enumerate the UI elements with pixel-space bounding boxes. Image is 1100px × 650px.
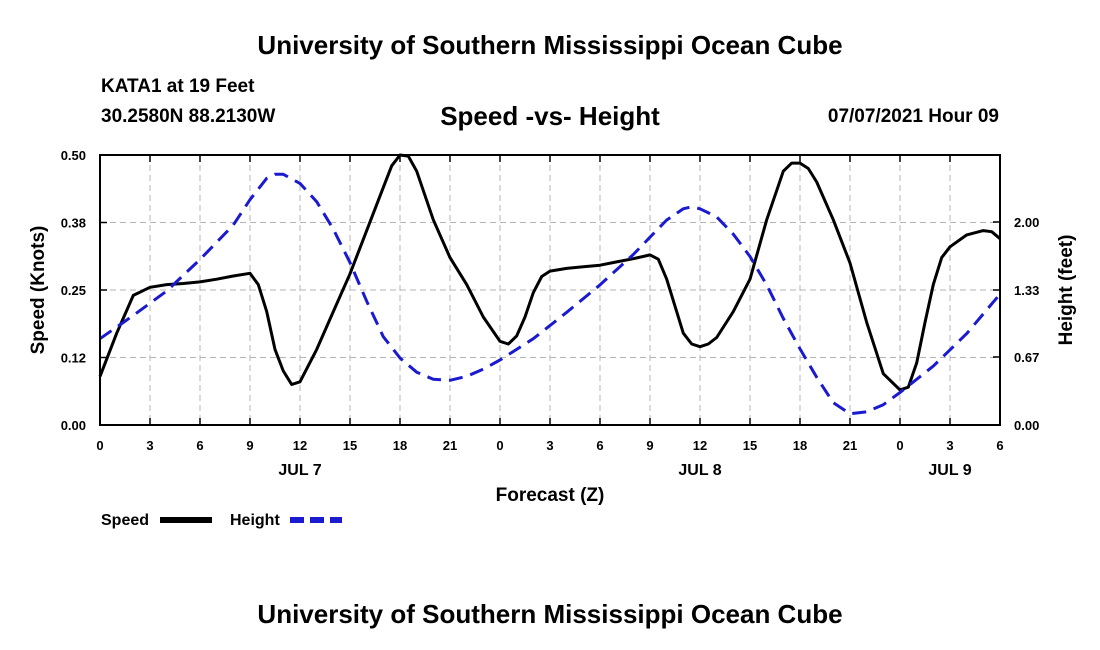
footer-title: University of Southern Mississippi Ocean… — [257, 599, 843, 629]
y-tick-label: 0.50 — [61, 148, 86, 163]
y-axis-title: Speed (Knots) — [28, 226, 49, 355]
x-axis-title: Forecast (Z) — [496, 485, 605, 506]
x-tick-label: 6 — [996, 438, 1003, 453]
chart-subtitle: Speed -vs- Height — [440, 101, 660, 131]
x-tick-label: 21 — [443, 438, 457, 453]
x-tick-label: 3 — [946, 438, 953, 453]
y2-tick-label: 1.33 — [1014, 283, 1039, 298]
axis-ticks — [99, 154, 1001, 426]
speed-series-line — [98, 153, 1001, 392]
x-tick-label: 9 — [646, 438, 653, 453]
x-tick-label: 15 — [343, 438, 357, 453]
y-tick-label: 0.38 — [61, 216, 86, 231]
x-tick-label: 3 — [546, 438, 553, 453]
y-tick-label: 0.12 — [61, 351, 86, 366]
y2-tick-label: 2.00 — [1014, 215, 1039, 230]
x-tick-label: 6 — [596, 438, 603, 453]
x-tick-label: 6 — [196, 438, 203, 453]
legend-height-label: Height — [230, 512, 280, 529]
y2-tick-label: 0.00 — [1014, 418, 1039, 433]
x-tick-label: 12 — [693, 438, 707, 453]
y2-axis-title: Height (feet) — [1056, 235, 1077, 346]
height-series-line — [99, 172, 1002, 416]
x-tick-label: 12 — [293, 438, 307, 453]
x-tick-label: 3 — [146, 438, 153, 453]
page-title: University of Southern Mississippi Ocean… — [257, 30, 843, 60]
x-tick-label: 15 — [743, 438, 757, 453]
x-date-label: JUL 9 — [928, 462, 971, 479]
x-tick-label: 18 — [793, 438, 807, 453]
y-tick-label: 0.00 — [61, 418, 86, 433]
x-tick-label: 9 — [246, 438, 253, 453]
y-tick-label: 0.25 — [61, 283, 86, 298]
x-tick-label: 18 — [393, 438, 407, 453]
series-layer — [98, 153, 1002, 416]
x-date-label: JUL 8 — [678, 462, 721, 479]
x-date-label: JUL 7 — [278, 462, 321, 479]
axis-labels: 0 3 6 9 12 15 18 21 0 3 6 9 12 15 18 21 0 3 6 0.00 0.12 0.25 0… — [61, 148, 1040, 479]
legend-speed-label: Speed — [101, 512, 149, 529]
forecast-datetime: 07/07/2021 Hour 09 — [827, 106, 999, 127]
station-name: KATA1 at 19 Feet — [101, 76, 255, 97]
station-coordinates: 30.2580N 88.2130W — [101, 106, 276, 127]
grid-lines — [100, 155, 1000, 425]
x-tick-label: 0 — [896, 438, 903, 453]
x-tick-label: 21 — [843, 438, 857, 453]
x-tick-label: 0 — [496, 438, 503, 453]
x-tick-label: 0 — [96, 438, 103, 453]
y2-tick-label: 0.67 — [1014, 350, 1039, 365]
legend: Speed Height — [101, 512, 342, 529]
